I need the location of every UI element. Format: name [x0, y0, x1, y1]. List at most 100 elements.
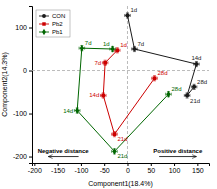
x-error-bar	[107, 61, 108, 64]
error-bars	[152, 76, 158, 81]
error-bars	[112, 132, 118, 137]
tick-label: -200	[13, 153, 27, 160]
chart: -200-150-100-50050100150-200-1000100Comp…	[0, 0, 217, 189]
point	[113, 132, 117, 136]
tick-label: 0	[23, 67, 27, 74]
legend-item: CON	[39, 13, 65, 19]
x-axis-title: Component1(18.4%)	[88, 180, 153, 188]
x-error-bar	[109, 48, 110, 51]
point-label: 14d	[191, 55, 201, 61]
y-error-bar	[195, 61, 198, 62]
error-bars	[166, 92, 172, 97]
point	[185, 93, 189, 97]
series	[125, 13, 200, 98]
reference-line	[32, 70, 209, 71]
y-error-bar	[116, 52, 119, 53]
error-bars	[74, 108, 80, 113]
point	[166, 91, 170, 98]
x-error-bar	[165, 93, 166, 96]
tick-mark	[127, 163, 128, 166]
tick: -150	[51, 163, 65, 174]
legend-label: Pb2	[52, 21, 63, 27]
tick: 100	[169, 163, 181, 174]
legend-label: Pb1	[52, 29, 63, 35]
x-error-bar	[106, 94, 107, 97]
y-error-bar	[153, 80, 156, 81]
tick-label: 100	[169, 167, 181, 174]
point-label: 7d	[85, 40, 92, 46]
point-label: 21d	[117, 136, 127, 142]
x-error-bar	[102, 61, 103, 64]
tick-mark	[151, 163, 152, 166]
tick: -100	[13, 110, 32, 117]
plot-area	[32, 6, 209, 163]
point	[103, 61, 107, 65]
tick: 0	[23, 67, 32, 74]
legend: CON Pb2 Pb1	[36, 10, 70, 37]
point	[101, 94, 105, 98]
annotations: Negative distance Positive distance	[38, 148, 203, 156]
point-label: 28d	[171, 86, 181, 92]
error-bars	[100, 93, 106, 98]
tick-mark	[29, 28, 32, 29]
x-error-bar	[193, 63, 194, 66]
y-error-bar	[133, 46, 136, 47]
error-bars	[132, 46, 138, 51]
tick-mark	[197, 163, 198, 166]
series-line	[103, 50, 154, 134]
point	[80, 45, 84, 52]
tick-mark	[58, 163, 59, 166]
tick-mark	[81, 163, 82, 166]
point-label: 28d	[158, 70, 168, 76]
axis-line	[33, 164, 210, 167]
annotation-text: Negative distance	[38, 148, 90, 154]
series-line	[77, 48, 168, 151]
x-error-bar	[100, 94, 101, 97]
x-error-bar	[171, 93, 172, 96]
tick-label: 150	[192, 167, 204, 174]
point-labels: 1d7d14d21d28d1d7d14d21d28d1d7d14d21d28d	[63, 7, 207, 159]
point	[112, 148, 116, 155]
x-error-bar	[189, 94, 190, 97]
series	[100, 48, 157, 137]
y-error-bar	[102, 92, 105, 93]
x-error-bar	[196, 85, 197, 88]
tick: 0	[126, 163, 130, 174]
y-error-bar	[126, 12, 129, 13]
point-label: 21d	[117, 153, 127, 159]
legend-item: Pb1	[39, 29, 63, 35]
x-error-bar	[137, 48, 138, 51]
x-error-bar	[184, 94, 185, 97]
x-error-bar	[130, 14, 131, 17]
error-bars	[114, 48, 120, 53]
point	[75, 107, 79, 114]
tick: -200	[28, 163, 42, 174]
x-error-bar	[151, 77, 152, 80]
legend-label: CON	[52, 13, 65, 19]
x-axis: -200-150-100-50050100150	[28, 163, 210, 174]
tick-label: -100	[74, 167, 88, 174]
point-label: 1d	[130, 7, 137, 13]
annotation-text: Positive distance	[153, 148, 203, 154]
y-error-bar	[193, 84, 196, 85]
x-error-bar	[111, 150, 112, 153]
error-bars	[102, 60, 108, 65]
legend-frame	[36, 10, 70, 37]
point	[125, 13, 129, 17]
tick-mark	[29, 114, 32, 115]
tick: 100	[15, 24, 32, 31]
axis-line	[29, 7, 33, 164]
x-error-bar	[111, 133, 112, 136]
x-error-bar	[120, 49, 121, 52]
y-error-bar	[113, 131, 116, 132]
tick-mark	[29, 157, 32, 158]
point	[192, 85, 196, 89]
legend-marker	[42, 22, 45, 25]
series	[74, 45, 171, 155]
point-label: 7d	[94, 60, 101, 66]
point-label: 14d	[63, 108, 73, 114]
error-bars	[194, 61, 200, 66]
tick: -200	[13, 153, 32, 160]
tick-label: 0	[126, 167, 130, 174]
y-error-bar	[126, 18, 129, 19]
